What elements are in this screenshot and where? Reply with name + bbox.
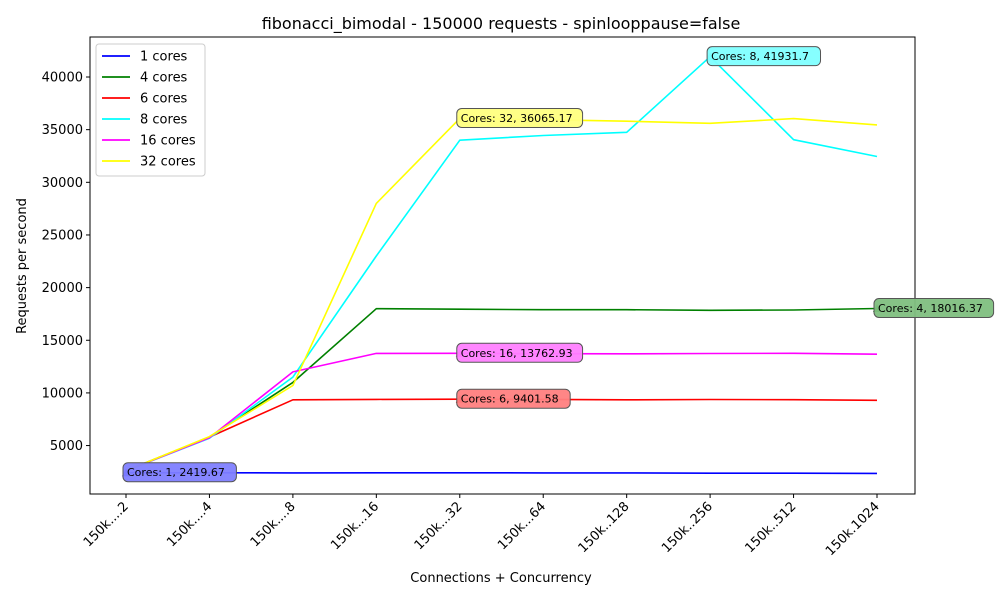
series-line — [125, 398, 878, 472]
x-axis-label: Connections + Concurrency — [410, 571, 592, 586]
x-tick-label: 150k....2 — [81, 499, 132, 550]
y-tick-label: 20000 — [42, 281, 83, 296]
y-tick-label: 25000 — [42, 228, 83, 243]
annotation-box — [456, 342, 584, 363]
x-tick-label: 150k....4 — [164, 499, 215, 550]
plot-frame — [89, 36, 916, 495]
legend-label: 8 cores — [140, 113, 188, 128]
annotation-label: Cores: 32, 36065.17 — [461, 112, 573, 125]
y-tick-label: 10000 — [42, 386, 83, 401]
annotation-box — [873, 298, 995, 319]
annotation-label: Cores: 1, 2419.67 — [127, 466, 225, 479]
annotation-box — [122, 462, 237, 483]
annotation-label: Cores: 16, 13762.93 — [461, 347, 573, 360]
x-tick-label: 150k...64 — [495, 499, 549, 553]
y-tick-label: 40000 — [42, 71, 83, 86]
x-tick-label: 150k..512 — [743, 499, 800, 556]
series-line — [125, 307, 878, 472]
annotation-label: Cores: 6, 9401.58 — [461, 393, 559, 406]
y-tick-label: 5000 — [50, 439, 83, 454]
annotation-label: Cores: 4, 18016.37 — [878, 302, 983, 315]
annotation-label: Cores: 8, 41931.7 — [711, 50, 809, 63]
legend-label: 4 cores — [140, 71, 188, 86]
y-axis-label: Requests per second — [15, 198, 30, 334]
series-line — [125, 117, 878, 472]
series-line — [125, 55, 878, 472]
x-tick-label: 150k...16 — [328, 499, 382, 553]
legend-label: 16 cores — [140, 134, 196, 149]
annotation-box — [456, 107, 584, 128]
y-tick-label: 15000 — [42, 334, 83, 349]
annotation-box — [706, 46, 822, 67]
series-line — [125, 352, 878, 472]
series-line — [125, 471, 878, 475]
legend-label: 32 cores — [140, 155, 196, 170]
y-tick-label: 35000 — [42, 123, 83, 138]
legend-label: 6 cores — [140, 92, 188, 107]
x-tick-label: 150k..128 — [576, 499, 633, 556]
chart-title: fibonacci_bimodal - 150000 requests - sp… — [262, 14, 741, 34]
x-tick-label: 150k..256 — [659, 499, 716, 556]
x-tick-label: 150k....8 — [248, 499, 299, 550]
annotation-box — [456, 388, 571, 409]
y-tick-label: 30000 — [42, 176, 83, 191]
x-tick-label: 150k.1024 — [823, 499, 883, 559]
x-tick-label: 150k...32 — [412, 499, 466, 553]
legend-label: 1 cores — [140, 50, 188, 65]
